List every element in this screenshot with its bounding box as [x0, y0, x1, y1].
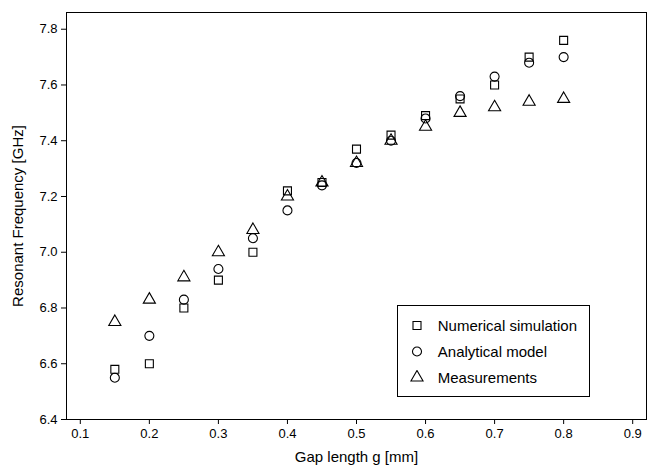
svg-text:6.6: 6.6 [39, 356, 57, 371]
svg-text:6.8: 6.8 [39, 300, 57, 315]
svg-text:0.1: 0.1 [71, 426, 89, 441]
svg-text:7.0: 7.0 [39, 244, 57, 259]
svg-text:0.2: 0.2 [140, 426, 158, 441]
svg-text:0.3: 0.3 [209, 426, 227, 441]
svg-text:0.4: 0.4 [278, 426, 296, 441]
html-text:Numerical simulation: Numerical simulation [437, 316, 577, 334]
svg-text:Gap length g [mm]: Gap length g [mm] [295, 448, 418, 465]
svg-text:0.7: 0.7 [486, 426, 504, 441]
svg-text:0.5: 0.5 [347, 426, 365, 441]
svg-text:0.9: 0.9 [624, 426, 642, 441]
svg-text:Resonant Frequency [GHz]: Resonant Frequency [GHz] [9, 125, 26, 307]
html-text:Measurements: Measurements [437, 368, 537, 386]
svg-text:7.6: 7.6 [39, 77, 57, 92]
svg-text:0.6: 0.6 [417, 426, 435, 441]
svg-text:0.8: 0.8 [555, 426, 573, 441]
svg-text:7.8: 7.8 [39, 21, 57, 36]
html-text:Analytical model: Analytical model [437, 342, 547, 360]
svg-text:7.2: 7.2 [39, 189, 57, 204]
svg-text:7.4: 7.4 [39, 133, 57, 148]
svg-text:6.4: 6.4 [39, 412, 57, 427]
